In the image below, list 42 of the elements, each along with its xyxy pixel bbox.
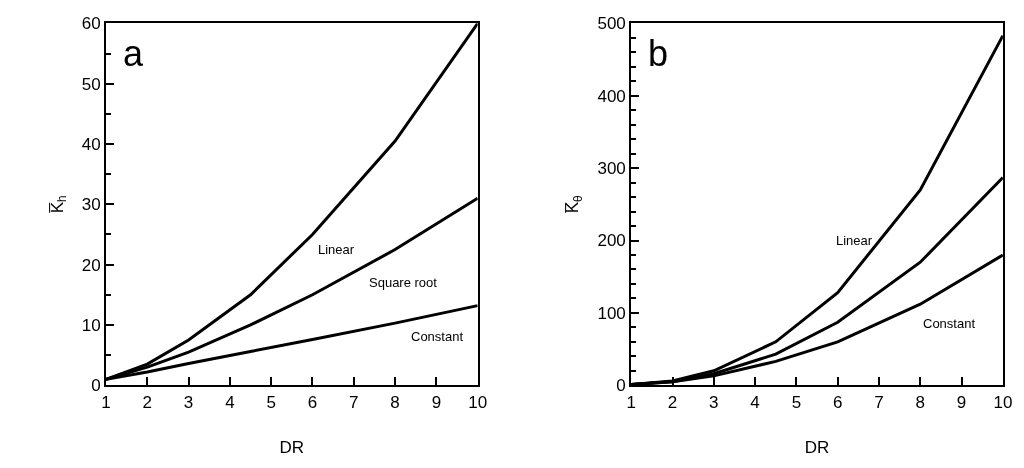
x-tick-label: 10 (468, 392, 488, 412)
x-tick-label: 7 (874, 392, 884, 412)
chart-title: b (648, 33, 669, 74)
x-axis-title: DR (804, 437, 830, 457)
y-tick-label: 10 (81, 315, 101, 335)
chart-title: a (123, 33, 144, 74)
y-tick-label: 50 (81, 74, 101, 94)
annotation: Constant (411, 329, 464, 344)
x-tick-label: 8 (915, 392, 926, 412)
annotation: Linear (836, 233, 873, 248)
y-tick-label: 300 (597, 159, 626, 179)
y-tick-label: 40 (81, 134, 101, 154)
y-tick-label: 0 (616, 376, 626, 396)
y-tick-label: 30 (81, 195, 101, 215)
x-tick-label: 2 (667, 392, 678, 412)
y-tick-label: 60 (81, 14, 101, 34)
y-tick-label: 20 (81, 255, 101, 275)
annotation: Constant (923, 316, 976, 331)
x-tick-label: 10 (993, 392, 1013, 412)
y-tick-label: 100 (597, 303, 626, 323)
x-tick-label: 3 (183, 392, 194, 412)
annotation: Square root (369, 275, 438, 290)
x-tick-label: 2 (142, 392, 153, 412)
y-tick-label: 400 (597, 86, 626, 106)
x-tick-label: 3 (709, 392, 719, 412)
x-tick-label: 6 (832, 392, 843, 412)
x-tick-label: 4 (225, 392, 235, 412)
x-axis-title: DR (279, 437, 305, 457)
y-tick-label: 200 (597, 231, 626, 251)
x-tick-label: 8 (390, 392, 400, 412)
x-tick-label: 9 (431, 392, 442, 412)
x-tick-label: 4 (750, 392, 760, 412)
y-tick-label: 500 (597, 14, 626, 34)
annotation: Linear (318, 242, 355, 257)
x-tick-label: 5 (791, 392, 802, 412)
x-tick-label: 1 (626, 392, 636, 412)
x-tick-label: 9 (956, 392, 967, 412)
x-tick-label: 7 (349, 392, 359, 412)
x-tick-label: 6 (307, 392, 318, 412)
y-tick-label: 0 (91, 376, 101, 396)
x-tick-label: 1 (101, 392, 111, 412)
x-tick-label: 5 (266, 392, 276, 412)
